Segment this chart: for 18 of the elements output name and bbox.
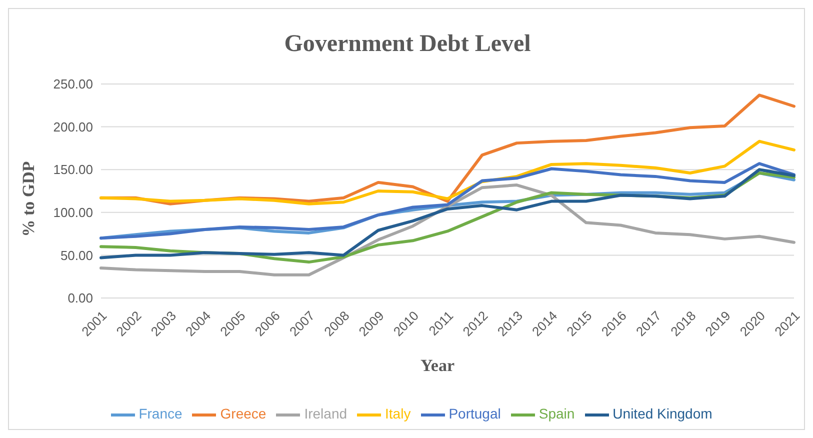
legend-label: Ireland (304, 406, 348, 422)
line-series (100, 184, 796, 276)
y-tick-label: 50.00 (60, 248, 93, 263)
y-tick-label: 200.00 (53, 119, 93, 134)
y-axis-title: % to GDP (19, 161, 39, 237)
legend-label: Spain (538, 406, 575, 422)
y-tick-label: 0.00 (68, 290, 93, 306)
y-tick-label: 100.00 (53, 205, 93, 220)
line-series (100, 140, 796, 206)
y-tick-label: 150.00 (53, 162, 93, 178)
legend-label: Greece (220, 406, 266, 422)
y-tick-label: 250.00 (53, 76, 93, 92)
x-axis-title: Year (420, 356, 456, 376)
legend-label: United Kingdom (612, 406, 712, 422)
legend-label: Portugal (448, 406, 501, 422)
legend-label: Italy (385, 406, 411, 422)
chart-title: Government Debt Level (283, 31, 532, 58)
legend-label: France (138, 406, 182, 422)
